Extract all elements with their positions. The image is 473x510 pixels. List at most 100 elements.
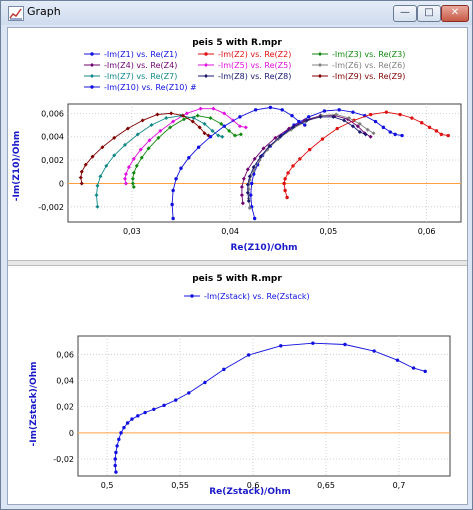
data-point xyxy=(280,108,284,112)
data-point xyxy=(198,106,203,111)
data-point xyxy=(119,431,123,435)
data-point xyxy=(268,105,273,110)
data-point xyxy=(187,391,191,395)
data-point xyxy=(371,131,376,136)
series xyxy=(122,106,248,186)
data-point xyxy=(169,111,174,116)
data-point xyxy=(171,188,175,193)
data-point xyxy=(146,146,151,151)
data-point xyxy=(297,119,301,124)
data-point xyxy=(395,358,400,362)
data-point xyxy=(156,135,161,140)
legend-label: -Im(Z2) vs. Re(Z2) xyxy=(218,50,291,59)
series-line xyxy=(80,112,209,184)
data-point xyxy=(174,398,178,402)
y-tick-label: 0,02 xyxy=(56,403,74,412)
data-point xyxy=(350,124,355,129)
data-point xyxy=(155,112,160,117)
data-point xyxy=(90,74,94,78)
data-point xyxy=(191,116,196,121)
data-point xyxy=(318,114,323,119)
data-point xyxy=(114,470,118,474)
legend: -Im(Z1) vs. Re(Z1) -Im(Z2) vs. Re(Z2) -Im(… xyxy=(84,50,405,92)
data-point xyxy=(204,52,208,56)
legend-label: -Im(Z6) vs. Re(Z6) xyxy=(332,61,405,70)
data-point xyxy=(203,380,207,385)
data-point xyxy=(237,124,242,129)
chart-title: peis 5 with R.mpr xyxy=(192,38,282,48)
nyquist-chart-bottom[interactable]: peis 5 with R.mpr -Im(Zstack) vs. Re(Zst… xyxy=(8,264,467,504)
data-point xyxy=(83,162,88,167)
minimize-button[interactable]: — xyxy=(393,5,417,22)
nyquist-chart-top[interactable]: peis 5 with R.mpr -Im(Z1) vs. Re(Z1) -Im(… xyxy=(8,28,467,260)
data-point xyxy=(162,403,166,408)
plot-area[interactable]: 0,03 0,04 0,05 0,06 0,006 0,004 0,002 0 -0,002 xyxy=(38,103,462,236)
data-point xyxy=(384,110,389,114)
x-tick-label: 0,5 xyxy=(101,481,114,490)
legend-item: -Im(Z7) vs. Re(Z7) xyxy=(84,72,177,81)
maximize-button[interactable]: □ xyxy=(417,5,441,22)
plot-area[interactable]: 0,5 0,55 0,6 0,65 0,7 0,06 0,04 0,02 0 -0,02 xyxy=(53,335,451,490)
series-line xyxy=(96,115,223,207)
data-point xyxy=(90,52,94,56)
data-point xyxy=(197,125,202,130)
window-title: Graph xyxy=(27,5,61,18)
legend-item: -Im(Z2) vs. Re(Z2) xyxy=(198,50,291,59)
data-point xyxy=(130,176,135,181)
data-point xyxy=(298,157,302,161)
data-point xyxy=(174,177,178,181)
data-point xyxy=(285,195,289,200)
data-point xyxy=(227,128,232,133)
data-point xyxy=(251,165,256,170)
legend-label: -Im(Zstack) vs. Re(Zstack) xyxy=(204,292,310,301)
data-point xyxy=(278,134,283,139)
data-point xyxy=(423,369,427,374)
data-point xyxy=(187,156,191,160)
data-point xyxy=(125,421,130,425)
data-point xyxy=(211,106,216,111)
data-point xyxy=(420,120,424,125)
series-line xyxy=(247,116,366,202)
data-point xyxy=(95,204,100,209)
legend-item: -Im(Z8) vs. Re(Z8) xyxy=(198,72,291,81)
data-point xyxy=(346,116,351,121)
legend-label: -Im(Z8) vs. Re(Z8) xyxy=(218,72,291,81)
data-point xyxy=(202,121,207,126)
data-point xyxy=(342,118,347,123)
x-tick-label: 0,03 xyxy=(123,227,141,236)
data-point xyxy=(239,184,244,189)
data-point xyxy=(168,125,173,130)
data-point xyxy=(307,115,311,119)
data-point xyxy=(307,147,312,152)
y-axis-label: -Im(Z10)/Ohm xyxy=(12,131,22,201)
data-point xyxy=(219,121,224,126)
data-point xyxy=(351,110,355,114)
data-point xyxy=(190,119,195,124)
data-point xyxy=(196,145,201,149)
data-point xyxy=(276,137,281,142)
chart-splitter[interactable] xyxy=(8,260,467,266)
close-button[interactable]: ✕ xyxy=(441,5,469,22)
data-point xyxy=(318,74,322,78)
y-tick-label: -0,002 xyxy=(38,203,64,212)
data-point xyxy=(245,182,250,187)
data-point xyxy=(246,353,251,357)
data-point xyxy=(114,450,118,455)
data-point xyxy=(115,444,119,448)
legend-label: -Im(Z4) vs. Re(Z4) xyxy=(104,61,177,70)
data-point xyxy=(104,163,109,168)
data-point xyxy=(95,183,100,188)
data-point xyxy=(249,193,253,197)
title-bar[interactable]: Graph — □ ✕ xyxy=(1,1,472,25)
legend-item: -Im(Z3) vs. Re(Z3) xyxy=(312,50,405,59)
data-point xyxy=(335,126,339,131)
data-point xyxy=(250,181,254,186)
data-point xyxy=(365,127,370,132)
x-tick-label: 0,04 xyxy=(221,227,239,236)
chart-title: peis 5 with R.mpr xyxy=(192,274,282,284)
series xyxy=(245,114,368,203)
data-point xyxy=(149,123,154,128)
data-point xyxy=(113,463,117,468)
data-point xyxy=(241,176,246,181)
